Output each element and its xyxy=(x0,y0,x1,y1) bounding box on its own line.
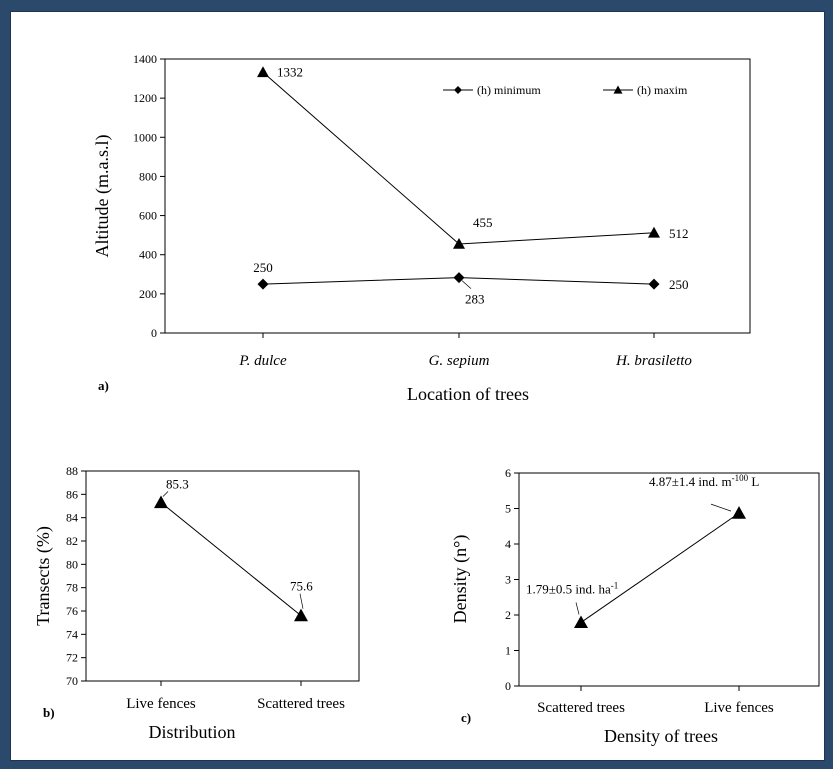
chart-a-ytick-label: 1400 xyxy=(133,52,157,66)
chart-a-series-0-point xyxy=(257,278,269,290)
chart-b-ytick-label: 88 xyxy=(66,464,78,478)
chart-c-ytick-label: 0 xyxy=(505,679,511,693)
chart-c-ytick-label: 1 xyxy=(505,644,511,658)
chart-c-xlabel: Density of trees xyxy=(604,726,718,746)
chart-c-category-label: Scattered trees xyxy=(537,700,625,716)
chart-c-ytick-label: 4 xyxy=(505,537,511,551)
chart-a-series-1-point xyxy=(257,66,269,78)
chart-a-series-1-line xyxy=(262,71,655,245)
chart-c-series-0-line xyxy=(580,512,740,623)
chart-a-legend-label: (h) minimum xyxy=(477,83,541,97)
chart-b-ytick-label: 78 xyxy=(66,581,78,595)
chart-b-xlabel: Distribution xyxy=(148,722,235,742)
chart-b-ytick-label: 76 xyxy=(66,604,78,618)
chart-a-series-0-point xyxy=(453,272,465,284)
chart-b-data-label: 85.3 xyxy=(166,477,189,492)
chart-a-ytick-label: 1200 xyxy=(133,91,157,105)
chart-a-plot-frame xyxy=(164,58,751,334)
chart-a-data-label: 512 xyxy=(669,226,689,241)
chart-b-ytick-label: 74 xyxy=(66,627,78,641)
chart-b-series-0-line xyxy=(160,502,302,617)
chart-a-label-leader xyxy=(461,280,472,289)
chart-a-data-label: 250 xyxy=(253,260,273,275)
chart-a-legend-label: (h) maxim xyxy=(637,83,688,97)
chart-a-series-1-point xyxy=(648,226,660,238)
chart-c-data-label: 4.87±1.4 ind. m-100 L xyxy=(649,473,759,489)
chart-a-xlabel: Location of trees xyxy=(407,384,529,404)
chart-c-label-leader xyxy=(710,503,732,512)
chart-b-category-label: Scattered trees xyxy=(257,696,345,712)
chart-c-ytick-label: 5 xyxy=(505,502,511,516)
chart-a-legend-marker xyxy=(613,85,623,94)
chart-b-data-label: 75.6 xyxy=(290,579,313,594)
chart-b-ytick-label: 84 xyxy=(66,511,78,525)
chart-c-plot-frame xyxy=(518,472,820,687)
chart-b-label-leader xyxy=(299,593,304,609)
chart-c-ytick-label: 2 xyxy=(505,608,511,622)
chart-b-ytick-label: 70 xyxy=(66,674,78,688)
chart-a-ytick-label: 1000 xyxy=(133,130,157,144)
chart-c-ytick-label: 6 xyxy=(505,466,511,480)
chart-a-category-label: H. brasiletto xyxy=(615,353,692,369)
chart-b-panel-label: b) xyxy=(43,705,55,720)
chart-c-ylabel: Density (n°) xyxy=(450,535,471,624)
chart-a-category-label: G. sepium xyxy=(429,353,490,369)
chart-c-ytick-label: 3 xyxy=(505,573,511,587)
chart-b-series-0-point xyxy=(294,608,308,622)
chart-b-ytick-label: 86 xyxy=(66,487,78,501)
chart-b-category-label: Live fences xyxy=(126,696,196,712)
chart-c-category-label: Live fences xyxy=(704,700,774,716)
chart-c-label-leader xyxy=(575,602,580,615)
chart-a-data-label: 1332 xyxy=(277,64,303,79)
chart-b-ytick-label: 80 xyxy=(66,557,78,571)
chart-a-ytick-label: 200 xyxy=(139,287,157,301)
chart-a-series-1-point xyxy=(453,237,465,249)
chart-a-panel-label: a) xyxy=(98,378,109,393)
chart-a-ytick-label: 400 xyxy=(139,248,157,262)
chart-b-ytick-label: 82 xyxy=(66,534,78,548)
chart-b-series-0-point xyxy=(154,495,168,509)
chart-c-data-label: 1.79±0.5 ind. ha-1 xyxy=(526,580,618,596)
chart-a-ytick-label: 600 xyxy=(139,209,157,223)
chart-b-ylabel: Transects (%) xyxy=(33,526,54,626)
chart-a-series-0-point xyxy=(648,278,660,290)
chart-a-legend-marker xyxy=(454,86,462,94)
chart-a-ylabel: Altitude (m.a.s.l) xyxy=(92,135,113,258)
chart-a-ytick-label: 800 xyxy=(139,169,157,183)
chart-c-panel-label: c) xyxy=(461,710,471,725)
chart-a-category-label: P. dulce xyxy=(238,353,287,369)
chart-b-label-leader xyxy=(162,491,169,497)
chart-c-series-0-point xyxy=(732,506,746,519)
chart-a-ytick-label: 0 xyxy=(151,326,157,340)
chart-a-data-label: 455 xyxy=(473,215,493,230)
chart-b-ytick-label: 72 xyxy=(66,651,78,665)
chart-b-plot-frame xyxy=(85,470,360,682)
figure-panel: 0 200 400 600 800 1000 1200 1400 P. dulce G. sepi… xyxy=(10,11,825,761)
chart-a-data-label: 283 xyxy=(465,292,485,307)
chart-a-data-label: 250 xyxy=(669,277,689,292)
chart-c-series-0-point xyxy=(574,615,588,629)
